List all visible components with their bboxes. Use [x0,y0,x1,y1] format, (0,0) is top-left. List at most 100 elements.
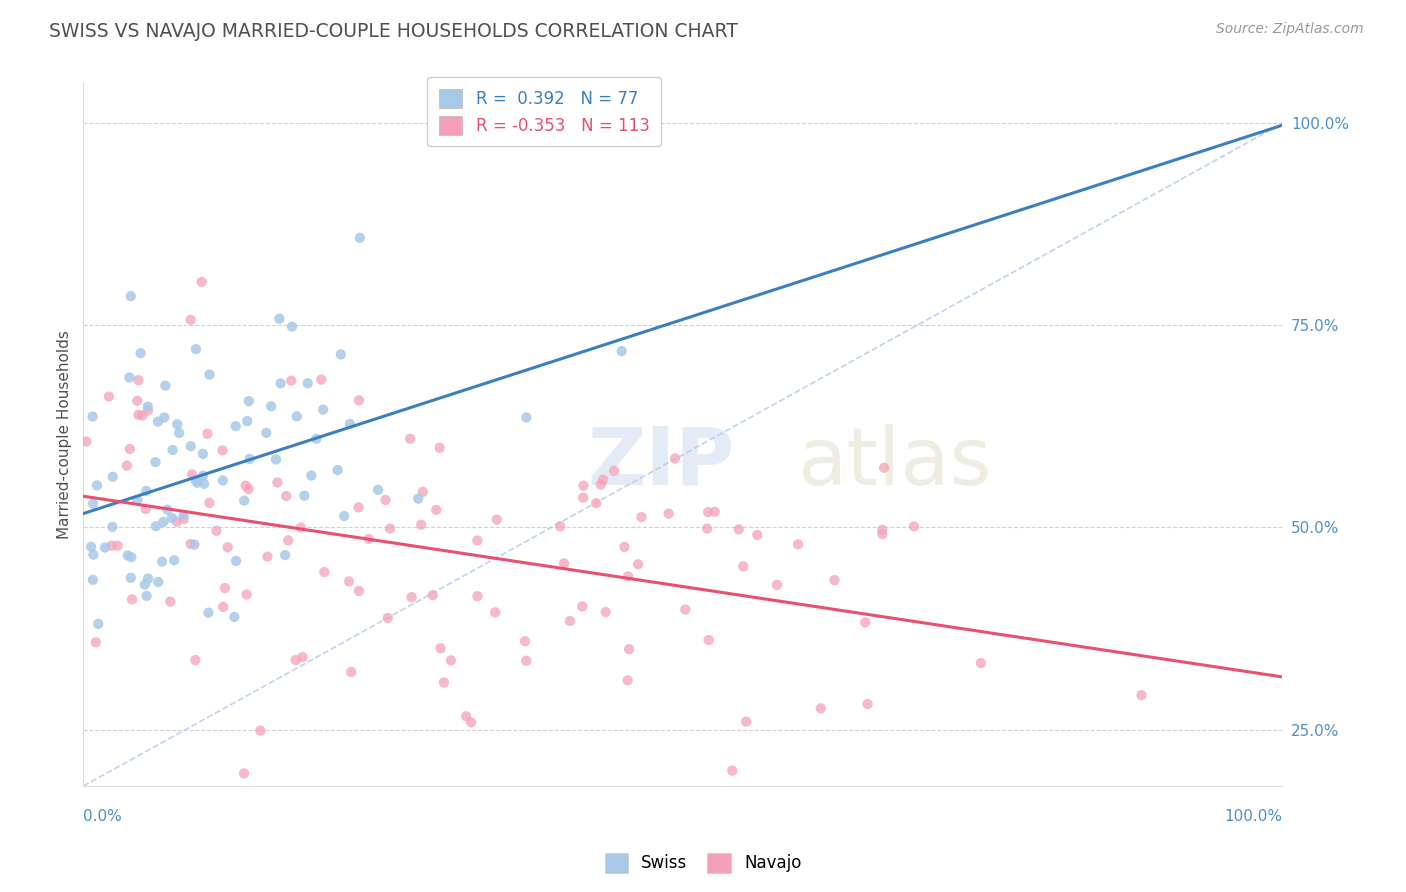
Point [658,507,681,521]
Point [664,451,686,466]
Point [224,610,246,624]
Point [274,548,297,562]
Point [184,653,207,667]
Point [97,390,120,404]
Point [162,442,184,457]
Point [148,574,170,589]
Point [399,432,422,446]
Point [249,723,271,738]
Point [212,599,235,614]
Point [429,441,451,455]
Point [721,764,744,778]
Point [238,482,260,496]
Legend: R =  0.392   N = 77, R = -0.353   N = 113: R = 0.392 N = 77, R = -0.353 N = 113 [427,77,661,146]
Point [117,549,139,563]
Point [254,425,277,440]
Point [673,602,696,616]
Point [225,419,247,434]
Point [571,599,593,614]
Point [136,400,159,414]
Point [134,577,156,591]
Point [305,432,328,446]
Point [80,540,103,554]
Point [118,370,141,384]
Point [214,581,236,595]
Point [558,614,581,628]
Point [585,496,607,510]
Point [184,342,207,356]
Point [180,537,202,551]
Point [180,439,202,453]
Point [269,311,291,326]
Point [276,489,298,503]
Point [595,605,617,619]
Point [94,541,117,555]
Point [329,347,352,361]
Point [197,606,219,620]
Point [617,569,640,583]
Point [627,558,650,572]
Point [186,475,208,490]
Point [159,594,181,608]
Point [75,434,97,449]
Point [239,451,262,466]
Point [127,373,149,387]
Point [513,634,536,648]
Point [167,425,190,440]
Point [211,443,233,458]
Point [153,410,176,425]
Point [86,478,108,492]
Point [101,469,124,483]
Point [326,463,349,477]
Text: Source: ZipAtlas.com: Source: ZipAtlas.com [1216,22,1364,37]
Point [572,491,595,505]
Point [374,492,396,507]
Y-axis label: Married-couple Households: Married-couple Households [58,330,72,539]
Point [285,409,308,424]
Point [270,376,292,391]
Point [107,539,129,553]
Point [970,656,993,670]
Point [735,714,758,729]
Point [340,665,363,679]
Point [810,701,832,715]
Point [872,523,894,537]
Point [127,393,149,408]
Point [572,478,595,492]
Point [312,402,335,417]
Point [155,378,177,392]
Point [197,426,219,441]
Point [173,512,195,526]
Point [193,476,215,491]
Point [367,483,389,497]
Point [101,520,124,534]
Point [401,591,423,605]
Point [264,452,287,467]
Point [87,616,110,631]
Point [610,344,633,359]
Point [433,675,456,690]
Point [733,559,755,574]
Point [515,654,537,668]
Point [696,522,718,536]
Point [82,409,104,424]
Point [589,477,612,491]
Point [697,505,720,519]
Point [127,408,149,422]
Point [291,650,314,665]
Point [406,491,429,506]
Point [233,766,256,780]
Point [548,519,571,533]
Point [412,484,434,499]
Point [697,632,720,647]
Point [198,496,221,510]
Point [299,468,322,483]
Point [190,275,212,289]
Point [727,522,749,536]
Point [616,673,638,688]
Point [136,403,159,417]
Point [173,508,195,523]
Point [281,319,304,334]
Point [217,541,239,555]
Point [120,571,142,585]
